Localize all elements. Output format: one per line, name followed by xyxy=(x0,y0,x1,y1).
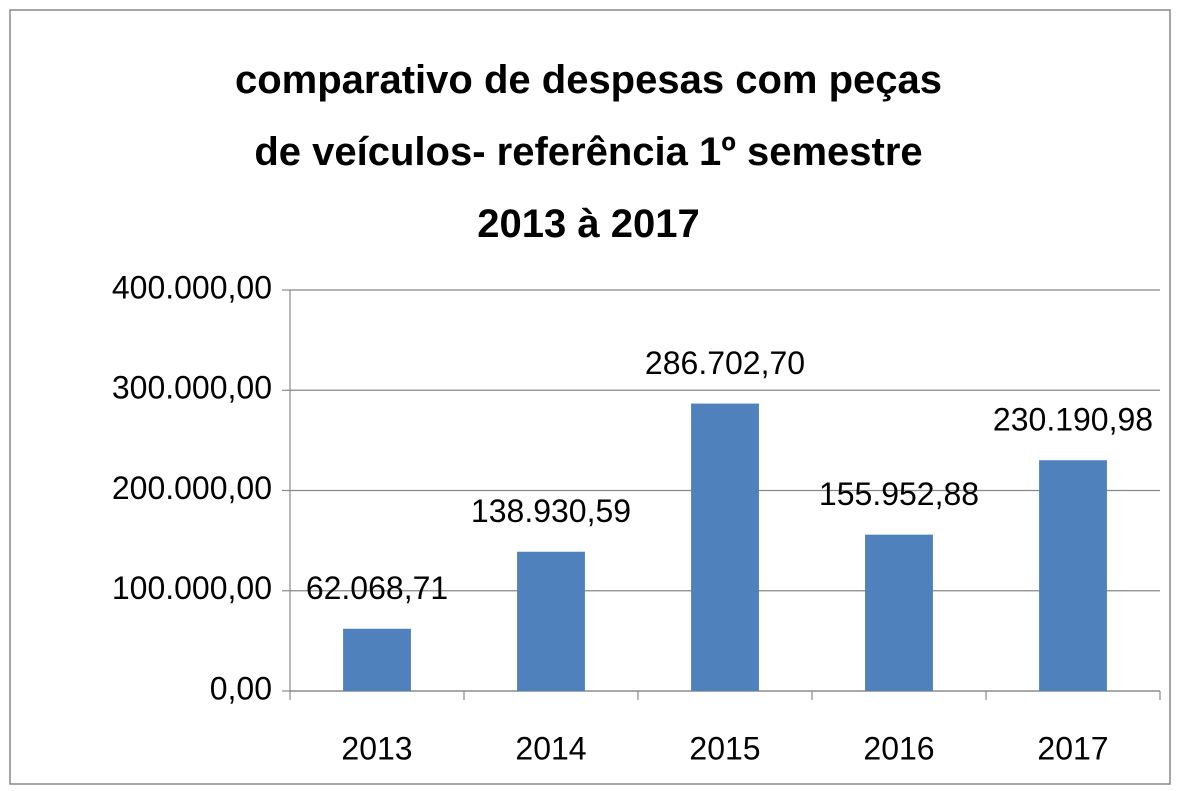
bar xyxy=(343,628,411,691)
data-label: 155.952,88 xyxy=(819,476,979,512)
bar xyxy=(865,534,933,691)
x-tick-label: 2016 xyxy=(863,730,934,766)
bar xyxy=(691,403,759,691)
x-tick-label: 2015 xyxy=(689,730,760,766)
data-label: 286.702,70 xyxy=(645,345,805,381)
x-tick-label: 2014 xyxy=(515,730,586,766)
y-tick-label: 400.000,00 xyxy=(112,269,272,305)
bar xyxy=(1039,460,1107,691)
chart-title: comparativo de despesas com peças de veí… xyxy=(235,58,942,246)
x-tick-label: 2013 xyxy=(341,730,412,766)
data-label: 138.930,59 xyxy=(471,493,631,529)
y-tick-label: 0,00 xyxy=(210,670,272,706)
data-label: 62.068,71 xyxy=(306,570,448,606)
bar xyxy=(517,551,585,691)
chart-frame xyxy=(9,9,1171,785)
y-tick-label: 200.000,00 xyxy=(112,470,272,506)
y-tick-label: 100.000,00 xyxy=(112,570,272,606)
data-label: 230.190,98 xyxy=(993,402,1153,438)
y-tick-label: 300.000,00 xyxy=(112,370,272,406)
x-tick-label: 2017 xyxy=(1037,730,1108,766)
